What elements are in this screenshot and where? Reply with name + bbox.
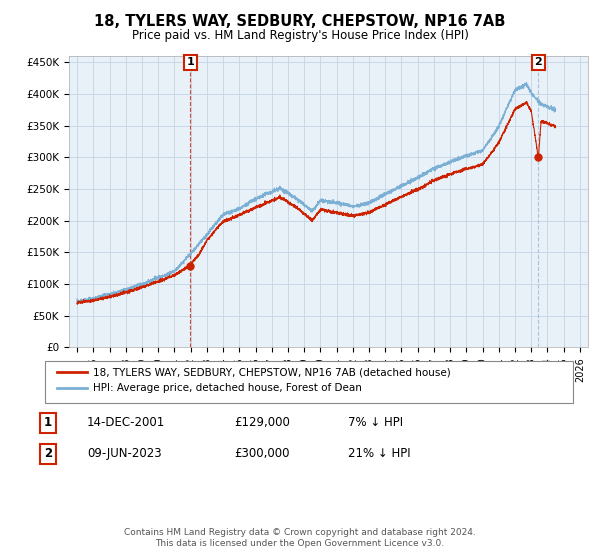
Text: 18, TYLERS WAY, SEDBURY, CHEPSTOW, NP16 7AB: 18, TYLERS WAY, SEDBURY, CHEPSTOW, NP16 … xyxy=(94,14,506,29)
Text: 18, TYLERS WAY, SEDBURY, CHEPSTOW, NP16 7AB (detached house): 18, TYLERS WAY, SEDBURY, CHEPSTOW, NP16 … xyxy=(93,367,451,377)
Text: £129,000: £129,000 xyxy=(234,416,290,430)
Text: 14-DEC-2001: 14-DEC-2001 xyxy=(87,416,165,430)
Text: 7% ↓ HPI: 7% ↓ HPI xyxy=(348,416,403,430)
Text: £300,000: £300,000 xyxy=(234,447,290,460)
Text: 2: 2 xyxy=(535,57,542,67)
Text: Price paid vs. HM Land Registry's House Price Index (HPI): Price paid vs. HM Land Registry's House … xyxy=(131,29,469,42)
Text: 2: 2 xyxy=(44,447,52,460)
Text: 21% ↓ HPI: 21% ↓ HPI xyxy=(348,447,410,460)
Text: 1: 1 xyxy=(186,57,194,67)
Text: 1: 1 xyxy=(44,416,52,430)
Text: Contains HM Land Registry data © Crown copyright and database right 2024.
This d: Contains HM Land Registry data © Crown c… xyxy=(124,528,476,548)
Text: 09-JUN-2023: 09-JUN-2023 xyxy=(87,447,161,460)
Text: HPI: Average price, detached house, Forest of Dean: HPI: Average price, detached house, Fore… xyxy=(93,383,362,393)
